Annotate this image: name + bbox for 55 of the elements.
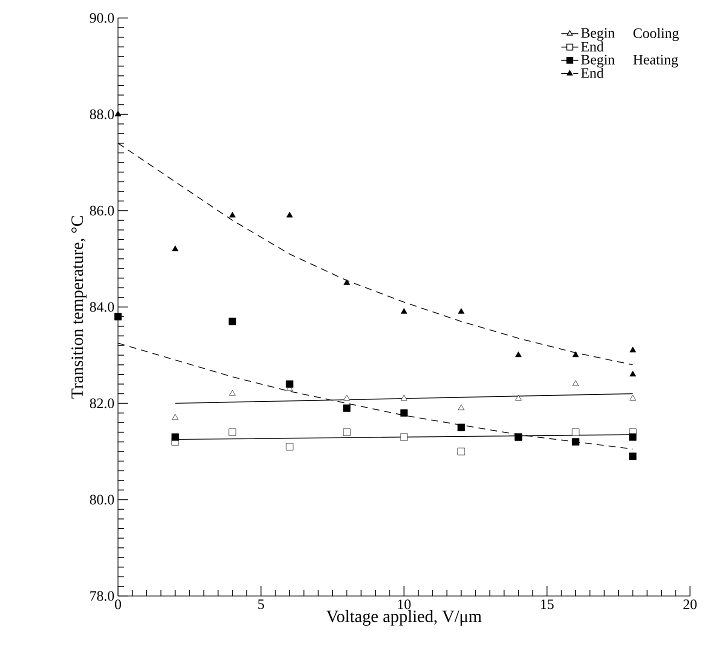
point: [458, 404, 464, 410]
point: [172, 433, 179, 441]
x-tick-label: 5: [258, 600, 264, 610]
point: [228, 318, 236, 326]
point: [286, 442, 294, 450]
point: [515, 351, 522, 358]
point: [458, 308, 464, 314]
x-tick-label: 10: [398, 600, 411, 610]
point: [344, 279, 350, 285]
point: [114, 312, 122, 320]
legend-label: Begin: [581, 54, 615, 68]
point: [629, 433, 636, 441]
point: [286, 380, 294, 388]
x-tick-label: 15: [541, 600, 554, 610]
point: [458, 448, 465, 456]
point: [630, 346, 636, 352]
legend-label: Begin: [581, 28, 615, 41]
point: [286, 212, 293, 218]
point: [343, 404, 350, 412]
y-tick-label: 84.0: [90, 302, 114, 312]
annotation: Heating: [633, 54, 678, 68]
x-tick-label: 20: [683, 600, 697, 610]
point: [572, 380, 579, 386]
point: [572, 438, 580, 446]
point: [229, 212, 236, 218]
point: [400, 409, 408, 417]
point: [572, 428, 580, 436]
point: [400, 308, 408, 314]
legend-label: End: [581, 41, 604, 52]
point: [228, 428, 236, 436]
y-tick-label: 80.0: [90, 494, 114, 505]
legend-label: End: [581, 68, 604, 78]
point: [229, 390, 236, 396]
point: [343, 428, 350, 436]
point: [515, 394, 522, 400]
point: [344, 394, 350, 400]
x-axis-title: Voltage applied, V/μm: [326, 610, 482, 626]
point: [630, 394, 636, 400]
point: [458, 424, 465, 432]
x-tick-label: 0: [114, 600, 122, 610]
y-tick-label: 86.0: [90, 206, 114, 216]
annotation: Cooling: [633, 28, 679, 42]
point: [114, 110, 122, 116]
point: [630, 370, 636, 376]
y-tick-label: 88.0: [90, 109, 114, 120]
point: [400, 394, 408, 400]
y-tick-label: 78.0: [90, 591, 114, 601]
y-axis-title: Transition temperature, °C: [71, 216, 87, 399]
point: [172, 246, 178, 252]
y-tick-label: 82.0: [90, 398, 114, 408]
point: [572, 351, 579, 358]
point: [172, 414, 178, 420]
point: [400, 433, 408, 441]
point: [629, 452, 636, 460]
y-tick-label: 90.0: [90, 13, 114, 23]
